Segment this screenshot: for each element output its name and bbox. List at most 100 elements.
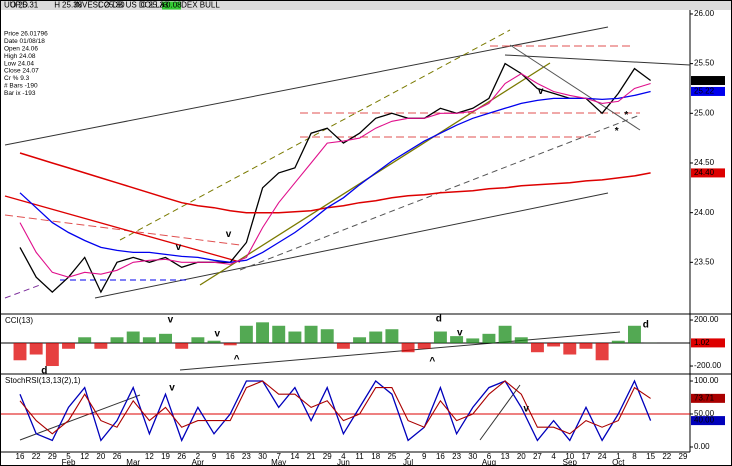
- x-tick-label: 23: [242, 452, 251, 461]
- cci-bar: [142, 337, 156, 344]
- x-month-label: Jul: [403, 458, 413, 466]
- cci-bar: [94, 343, 108, 349]
- cci-bar: [45, 343, 59, 367]
- annotation: v: [214, 328, 220, 339]
- y-tick-label: 25.00: [694, 108, 715, 117]
- x-tick-label: 17: [581, 452, 590, 461]
- last-value-box: [691, 338, 725, 348]
- trendline: [479, 384, 521, 441]
- panel-title: CCI(13): [5, 316, 33, 325]
- series-line: [19, 90, 651, 263]
- x-tick-label: 7: [276, 452, 281, 461]
- cci-bar: [159, 333, 172, 344]
- x-tick-label: 2: [406, 452, 411, 461]
- info-line: High 24.08: [4, 53, 36, 60]
- annotation: d: [41, 365, 47, 376]
- panel-title: StochRSI(13,13(2),1): [5, 376, 81, 385]
- cci-bar: [13, 343, 27, 361]
- x-tick-label: 30: [258, 452, 267, 461]
- trendline: [4, 284, 41, 299]
- trendline: [4, 26, 609, 146]
- x-tick-label: 16: [226, 452, 235, 461]
- x-tick-label: 22: [662, 452, 671, 461]
- y-tick-label: 23.50: [694, 257, 715, 266]
- x-month-label: May: [271, 458, 286, 466]
- x-tick-label: 20: [517, 452, 526, 461]
- cci-bar: [401, 343, 415, 353]
- x-tick-label: 1: [616, 452, 621, 461]
- annotation: ^: [234, 354, 240, 365]
- cci-bar: [207, 340, 221, 344]
- x-tick-label: 11: [355, 452, 364, 461]
- last-value-box: [691, 76, 725, 86]
- trendline: [4, 195, 241, 263]
- x-tick-label: 12: [80, 452, 89, 461]
- cci-bar: [547, 343, 561, 347]
- last-value-label: 25.22: [694, 87, 715, 96]
- cci-bar: [498, 325, 512, 344]
- x-tick-label: 30: [468, 452, 477, 461]
- header-value: 25.38: [62, 1, 83, 10]
- trendline: [509, 44, 641, 131]
- header-bar: [1, 1, 731, 10]
- x-tick-label: 16: [16, 452, 25, 461]
- trendline: [94, 192, 609, 299]
- info-line: Close 24.07: [4, 68, 39, 75]
- y-tick-label: 24.00: [694, 208, 715, 217]
- info-line: Bar ix -193: [4, 90, 36, 97]
- cci-bar: [530, 343, 544, 353]
- cci-bar: [579, 343, 593, 349]
- cci-bar: [304, 325, 318, 344]
- cci-bar: [223, 343, 237, 346]
- x-tick-label: 5: [66, 452, 71, 461]
- last-value-label: 24.40: [694, 168, 715, 177]
- x-tick-label: 2: [196, 452, 201, 461]
- x-tick-label: 26: [113, 452, 122, 461]
- header-key: H: [54, 1, 60, 10]
- trendlines: [4, 26, 691, 441]
- series-line: [19, 152, 651, 214]
- last-value-label: 1.02: [694, 338, 710, 347]
- x-tick-label: 6: [487, 452, 492, 461]
- x-tick-label: 16: [436, 452, 445, 461]
- cci-bar: [110, 337, 124, 344]
- annotation: v: [457, 327, 463, 338]
- support: [4, 214, 241, 246]
- x-month-label: Aug: [482, 458, 496, 466]
- x-tick-label: 4: [551, 452, 556, 461]
- cci-bar: [611, 340, 625, 344]
- x-tick-label: 9: [212, 452, 217, 461]
- info-line: Price 26.01796: [4, 31, 48, 38]
- cci-bar: [627, 325, 641, 344]
- x-tick-label: 25: [387, 452, 396, 461]
- x-tick-label: 19: [161, 452, 170, 461]
- cci-bar: [78, 337, 92, 344]
- cci-bar: [191, 337, 205, 344]
- cci-bar: [433, 331, 447, 344]
- trendline: [119, 29, 511, 241]
- y-tick-label: -200.00: [694, 361, 722, 370]
- cci-bar: [563, 343, 577, 355]
- info-line: Low 24.04: [4, 60, 34, 67]
- annotation: v: [523, 403, 529, 414]
- y-tick-label: 50.00: [694, 409, 715, 418]
- series-line: [19, 380, 651, 435]
- x-tick-label: 23: [452, 452, 461, 461]
- header-value: 25.33: [148, 1, 169, 10]
- y-tick-label: 26.00: [694, 9, 715, 18]
- x-tick-label: 27: [533, 452, 542, 461]
- annotation: *: [615, 126, 619, 137]
- last-value-box: [691, 86, 725, 96]
- instrument-name: INVESCO DB US DOLLAR INDEX BULL: [74, 1, 220, 10]
- y-tick-label: 200.00: [694, 315, 719, 324]
- x-tick-label: 24: [598, 452, 607, 461]
- info-line: Open 24.06: [4, 46, 38, 53]
- annotation: v: [176, 242, 182, 253]
- x-tick-label: 15: [646, 452, 655, 461]
- x-month-label: Jun: [337, 458, 350, 466]
- cci-bar: [320, 329, 334, 344]
- cci-bar: [482, 333, 496, 344]
- x-tick-label: 13: [501, 452, 510, 461]
- x-tick-label: 29: [48, 452, 57, 461]
- cci-bar: [175, 343, 189, 349]
